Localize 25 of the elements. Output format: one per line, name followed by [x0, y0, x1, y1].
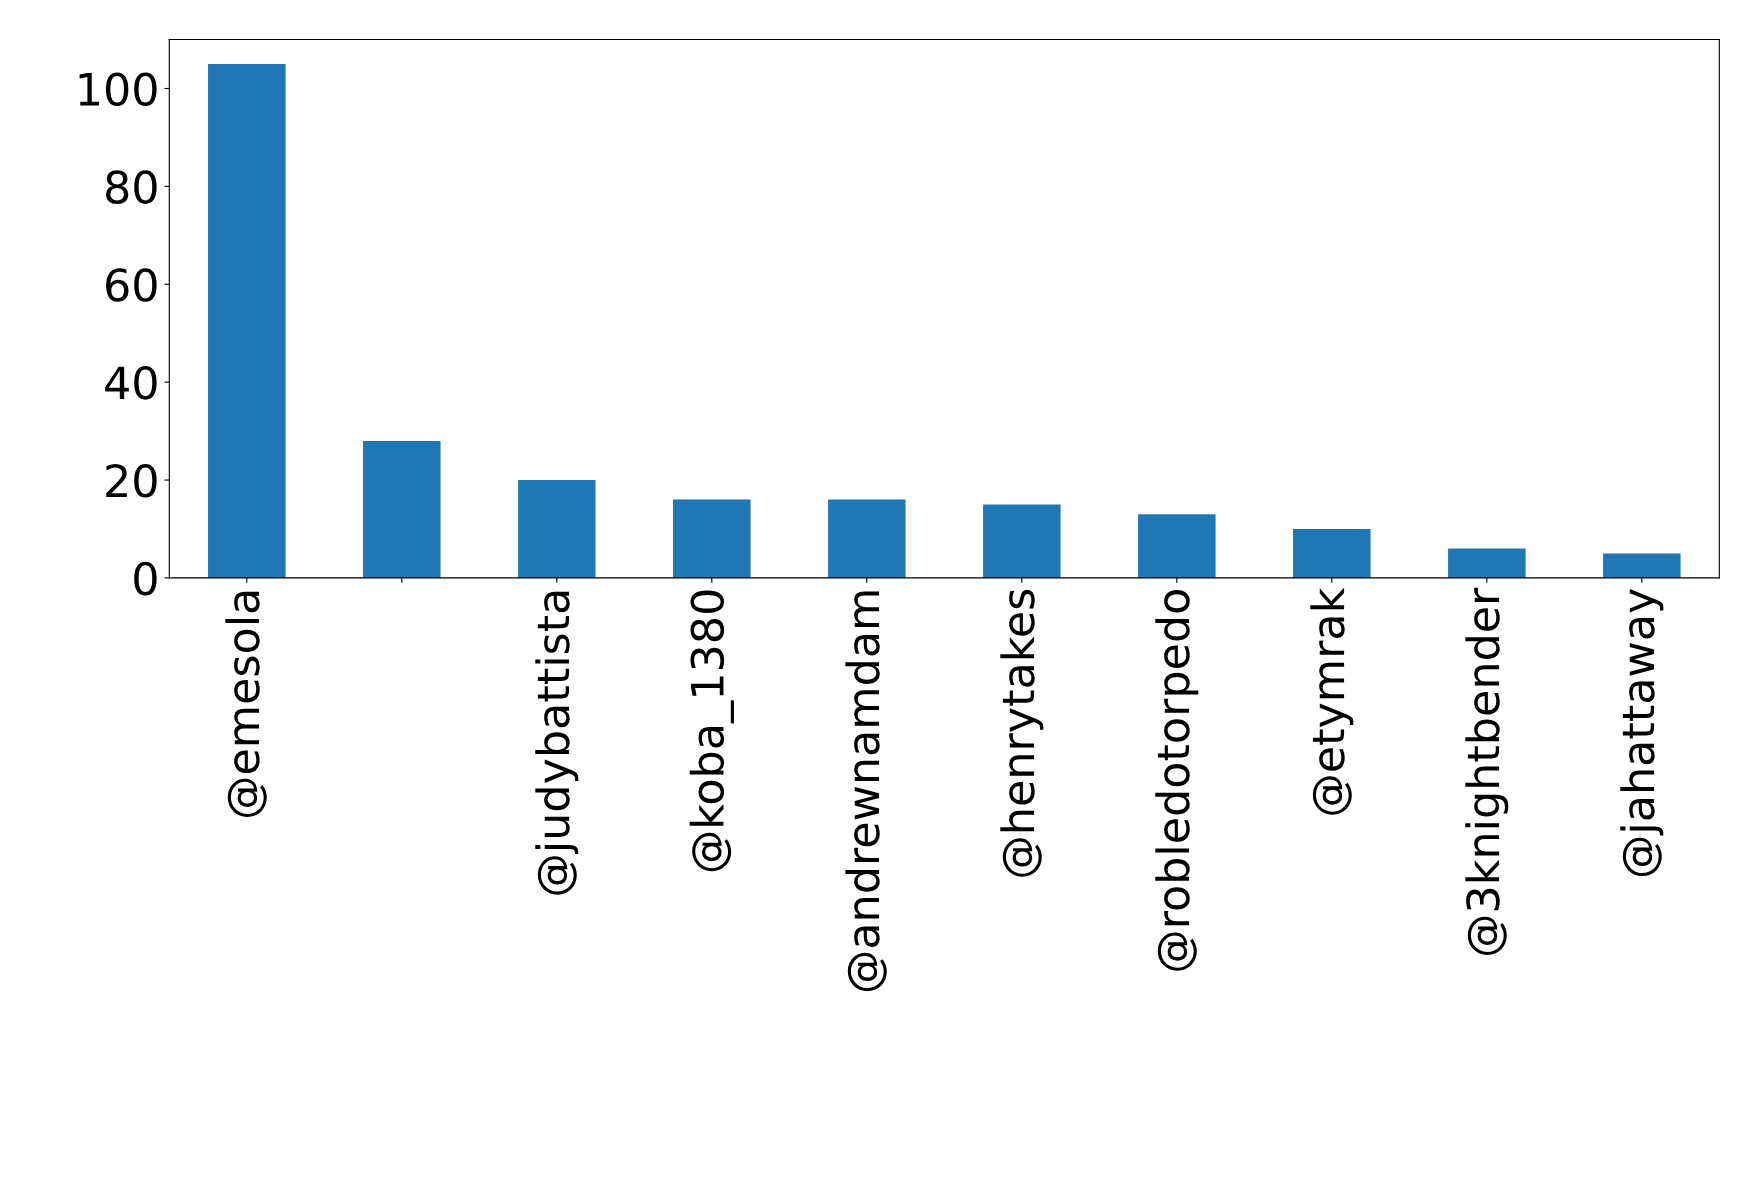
- x-tick-label: @emesola: [225, 591, 267, 818]
- bar: [1138, 514, 1216, 578]
- bar: [1603, 553, 1681, 578]
- bar: [983, 504, 1061, 578]
- bar: [518, 480, 596, 578]
- x-tick-label: @robledotorpedo: [1155, 590, 1199, 971]
- y-tick-label: 20: [106, 463, 157, 498]
- x-tick-label: @judybattista: [535, 591, 579, 895]
- y-tick-label: 80: [106, 170, 157, 204]
- bar: [828, 499, 906, 578]
- x-tick-label: @henrytakes: [1000, 589, 1044, 877]
- y-tick-label: 60: [106, 268, 157, 302]
- bar: [208, 64, 286, 578]
- bar: [1293, 528, 1371, 578]
- x-tick-label: @etymrak: [1310, 587, 1354, 815]
- x-tick-label: @koba_1380: [689, 590, 734, 872]
- y-tick-label: 0: [134, 561, 157, 596]
- x-tick-label: @andrewnamdam: [845, 591, 887, 992]
- bar: [673, 499, 751, 578]
- x-tick-label: @jahattaway: [1620, 588, 1664, 877]
- bar: [1448, 548, 1526, 578]
- x-tick-label: @3knightbender: [1465, 587, 1509, 956]
- y-tick-label: 40: [105, 366, 157, 400]
- bar: [363, 440, 441, 578]
- y-tick-label: 100: [79, 72, 157, 107]
